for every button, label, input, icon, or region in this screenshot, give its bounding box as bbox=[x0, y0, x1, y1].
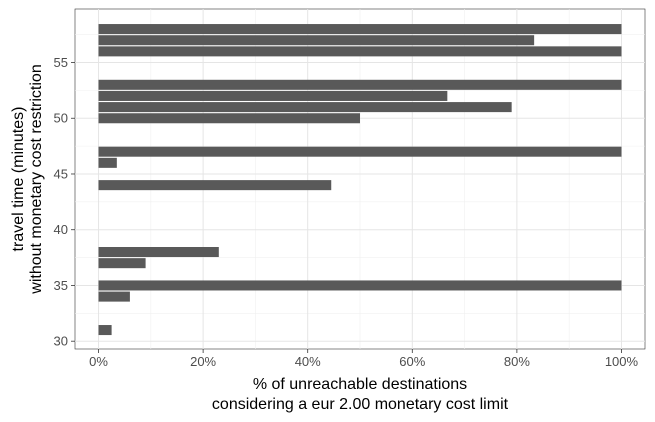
y-axis-title-line-1: travel time (minutes) bbox=[10, 107, 27, 252]
x-tick-label: 100% bbox=[605, 354, 639, 369]
bar bbox=[98, 35, 535, 46]
bar bbox=[98, 180, 332, 191]
x-tick-label: 60% bbox=[399, 354, 425, 369]
x-axis-title-line-2: considering a eur 2.00 monetary cost lim… bbox=[212, 396, 509, 413]
y-tick-label: 55 bbox=[54, 55, 68, 70]
bar bbox=[98, 157, 117, 168]
y-tick-label: 45 bbox=[54, 166, 68, 181]
x-tick-label: 20% bbox=[190, 354, 216, 369]
y-tick-label: 30 bbox=[54, 334, 68, 349]
bar bbox=[98, 79, 622, 90]
bar bbox=[98, 258, 146, 269]
bar bbox=[98, 146, 622, 157]
bar bbox=[98, 247, 219, 258]
bar bbox=[98, 291, 130, 302]
y-tick-label: 40 bbox=[54, 222, 68, 237]
y-tick-label: 35 bbox=[54, 278, 68, 293]
y-axis-title-line-2: without monetary cost restriction bbox=[28, 64, 45, 294]
bars-group bbox=[98, 24, 622, 336]
x-tick-label: 80% bbox=[504, 354, 530, 369]
bar bbox=[98, 113, 361, 124]
y-axis-ticks: 30 35 40 45 50 55 bbox=[54, 55, 75, 349]
bar bbox=[98, 102, 512, 113]
x-tick-label: 0% bbox=[89, 354, 108, 369]
bar bbox=[98, 24, 622, 35]
bar bbox=[98, 46, 622, 57]
x-axis-title-line-1: % of unreachable destinations bbox=[253, 376, 467, 393]
x-axis-ticks: 0% 20% 40% 60% 80% 100% bbox=[89, 349, 639, 369]
x-tick-label: 40% bbox=[295, 354, 321, 369]
y-tick-label: 50 bbox=[54, 111, 68, 126]
bar bbox=[98, 280, 622, 291]
bar bbox=[98, 90, 448, 101]
bar bbox=[98, 325, 112, 336]
